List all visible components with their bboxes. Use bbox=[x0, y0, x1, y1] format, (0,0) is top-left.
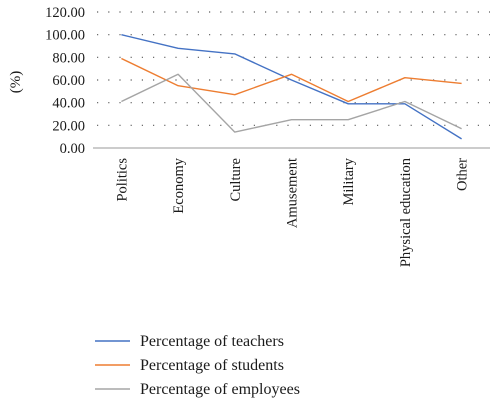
legend-label-2: Percentage of students bbox=[140, 357, 284, 374]
legend: Percentage of teachers Percentage of stud… bbox=[95, 333, 300, 398]
y-tick-label: 20.00 bbox=[52, 118, 85, 134]
x-tick-label: Politics bbox=[114, 158, 130, 202]
y-tick-label: 100.00 bbox=[45, 28, 85, 44]
series-line-2 bbox=[121, 57, 462, 103]
y-axis-label: (%) bbox=[8, 71, 24, 94]
x-tick-label: Physical education bbox=[398, 157, 414, 267]
y-tick-label: 60.00 bbox=[52, 73, 85, 89]
series-line-3 bbox=[121, 73, 462, 133]
grid-layer bbox=[93, 11, 490, 149]
series-line-1 bbox=[121, 34, 462, 140]
x-tick-label: Military bbox=[341, 157, 357, 205]
x-tick-labels: Politics Economy Culture Amusement Military P… bbox=[114, 157, 470, 267]
x-tick-label: Culture bbox=[228, 158, 244, 202]
x-tick-label: Economy bbox=[171, 157, 187, 213]
y-tick-label: 120.00 bbox=[45, 5, 85, 21]
legend-label-1: Percentage of teachers bbox=[140, 333, 284, 350]
x-tick-label: Amusement bbox=[285, 158, 301, 228]
y-tick-label: 0.00 bbox=[60, 141, 85, 157]
legend-label-3: Percentage of employees bbox=[140, 381, 300, 398]
y-tick-label: 80.00 bbox=[52, 50, 85, 66]
series-layer bbox=[121, 34, 462, 140]
y-tick-label: 40.00 bbox=[52, 96, 85, 112]
x-tick-label: Other bbox=[455, 158, 471, 191]
y-tick-labels: 0.00 20.00 40.00 60.00 80.00 100.00 120.00 bbox=[45, 5, 85, 157]
